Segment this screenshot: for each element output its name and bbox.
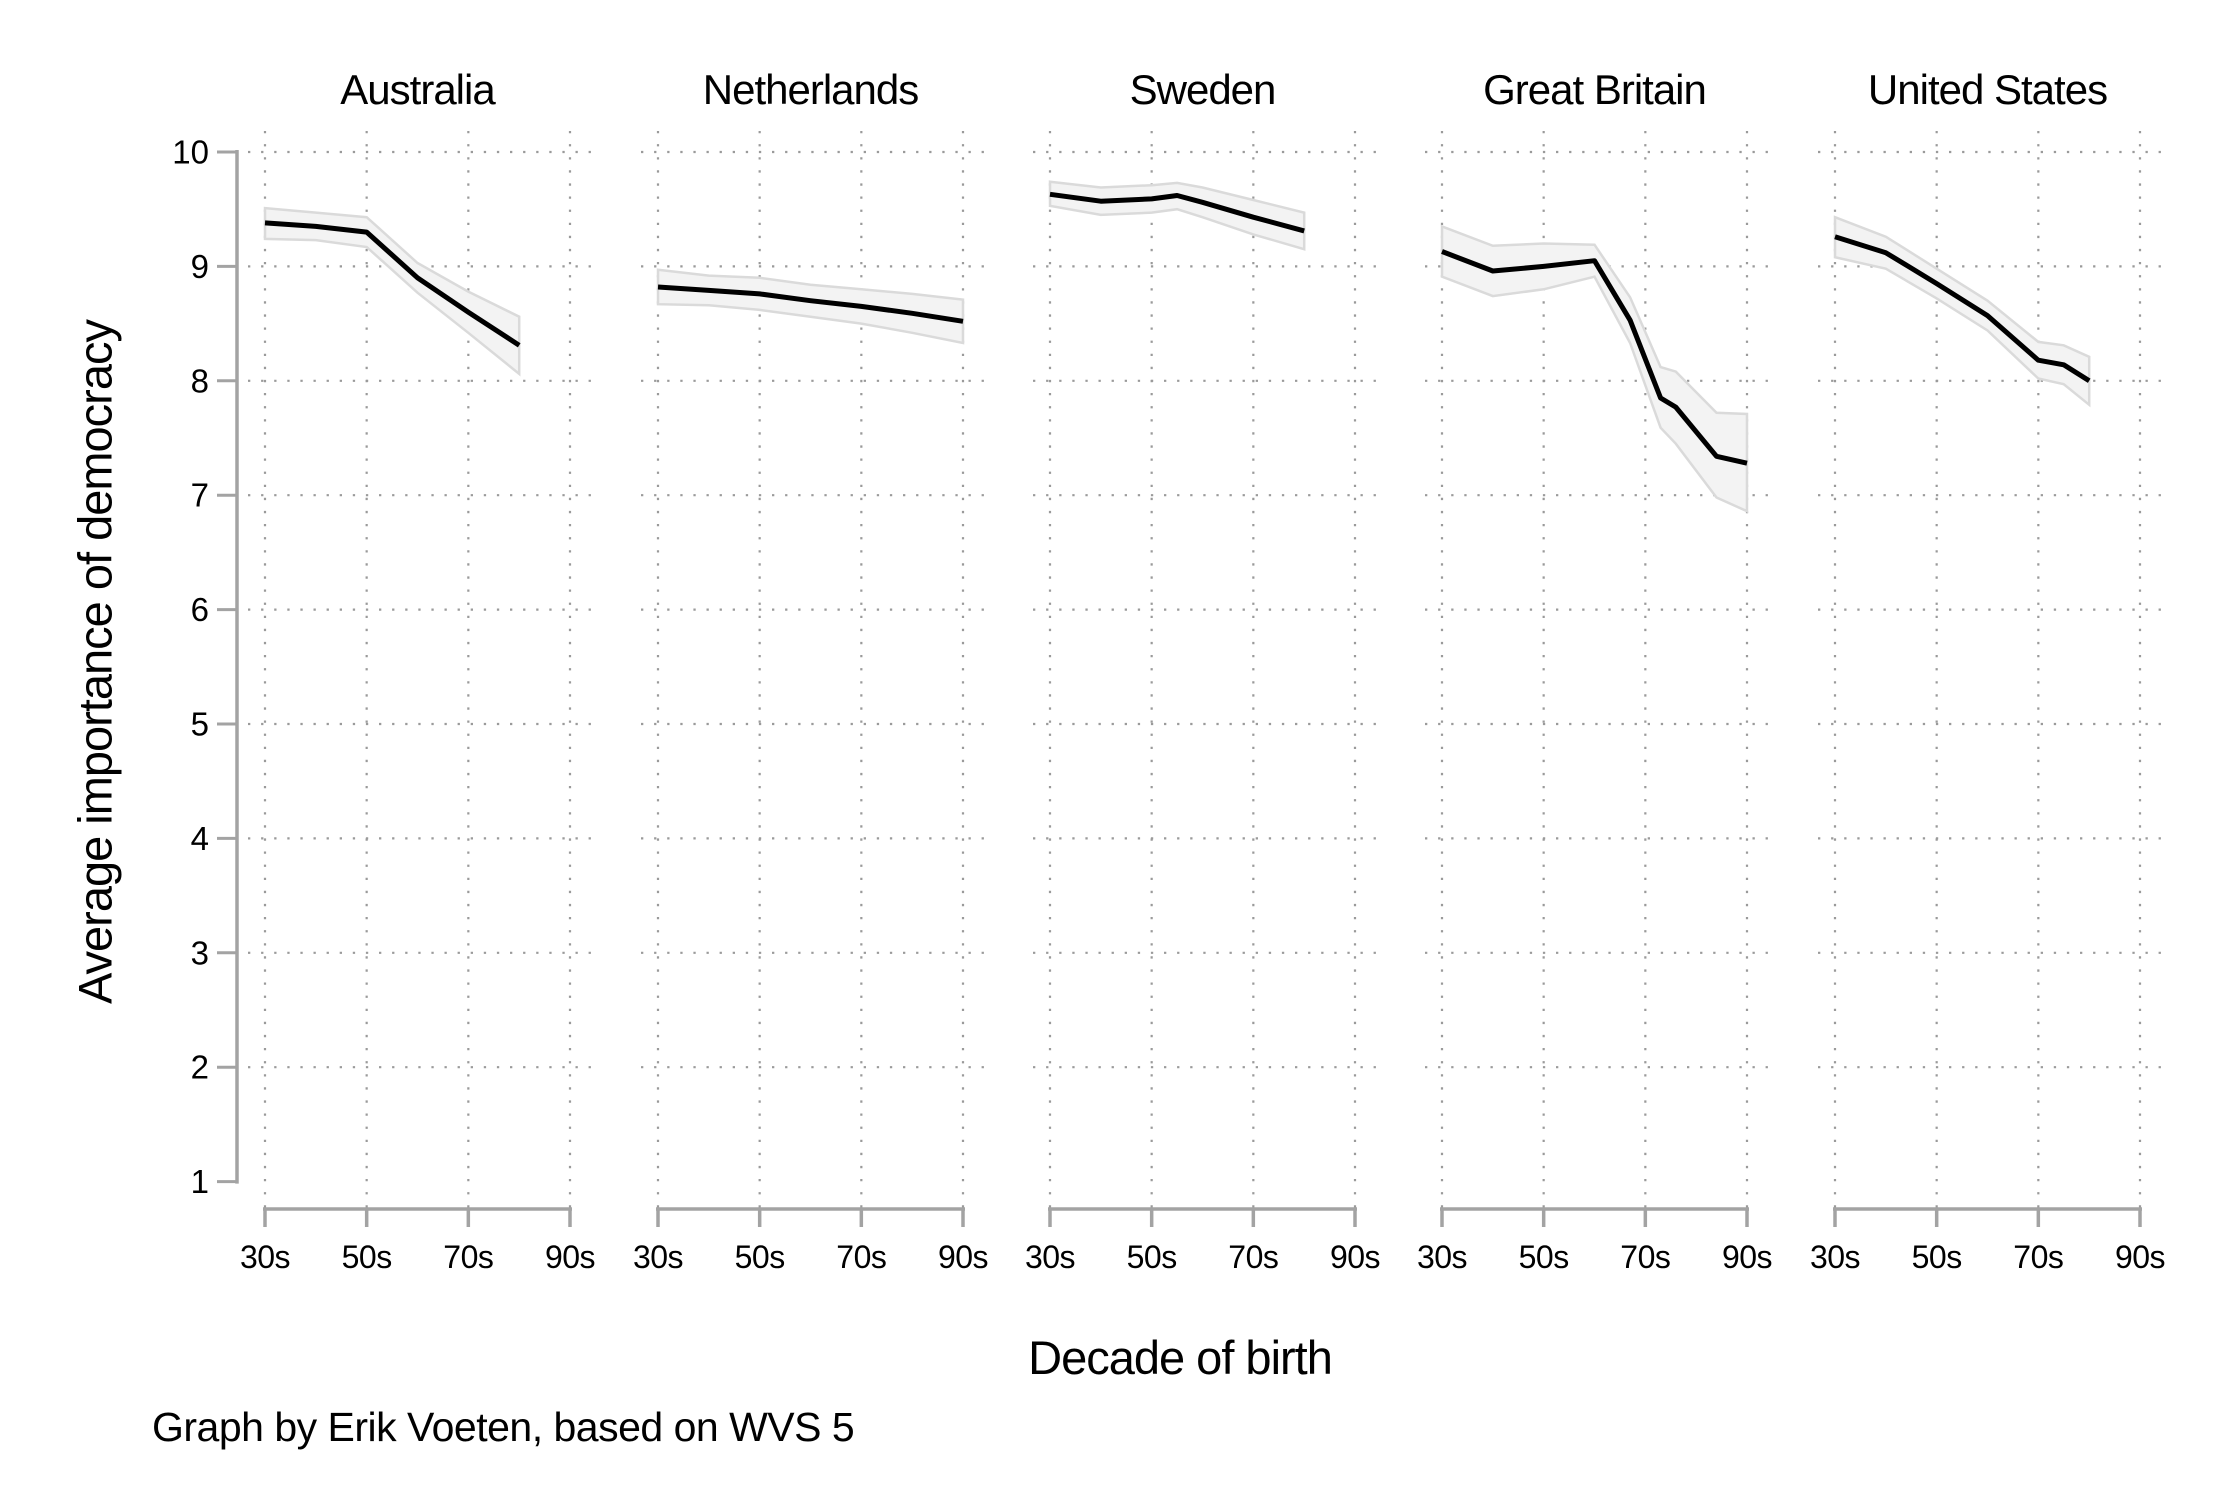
x-tick-label: 90s — [2115, 1239, 2165, 1275]
x-tick-label: 50s — [1519, 1239, 1569, 1275]
y-axis: 10 9 8 7 6 5 4 3 2 1 — [172, 134, 239, 1200]
facet-panel-australia: 30s 50s 70s 90s Australia — [240, 66, 601, 1275]
facet-title: Netherlands — [703, 66, 918, 113]
trend-line — [1049, 191, 1305, 234]
trend-line — [264, 220, 521, 348]
y-tick-label: 3 — [191, 934, 209, 971]
facet-title: United States — [1868, 66, 2107, 113]
facet-panel-sweden: 30s 50s 70s 90s Sweden — [1025, 66, 1386, 1275]
confidence-band — [1440, 224, 1749, 514]
facet-title: Great Britain — [1483, 66, 1706, 113]
source-caption: Graph by Erik Voeten, based on WVS 5 — [152, 1404, 855, 1450]
confidence-band — [656, 268, 965, 345]
x-tick-label: 70s — [1228, 1239, 1278, 1275]
facet-panel-united-states: 30s 50s 70s 90s United States — [1810, 66, 2171, 1275]
trend-line — [1441, 249, 1748, 466]
x-tick-label: 30s — [240, 1239, 290, 1275]
x-tick-label: 50s — [342, 1239, 392, 1275]
x-tick-label: 70s — [443, 1239, 493, 1275]
facet-panel-netherlands: 30s 50s 70s 90s Netherlands — [633, 66, 994, 1275]
y-tick-label: 7 — [191, 477, 209, 514]
y-tick-label: 6 — [191, 591, 209, 628]
x-tick-label: 30s — [1810, 1239, 1860, 1275]
y-tick-label: 1 — [191, 1163, 209, 1200]
confidence-band — [263, 206, 521, 377]
x-tick-label: 30s — [633, 1239, 683, 1275]
trend-line — [657, 284, 964, 324]
confidence-band — [1833, 215, 2091, 408]
y-tick-label: 5 — [191, 706, 209, 743]
x-tick-label: 70s — [1620, 1239, 1670, 1275]
x-tick-label: 50s — [1912, 1239, 1962, 1275]
trend-line — [1834, 234, 2091, 383]
y-tick-label: 8 — [191, 362, 209, 399]
x-tick-label: 30s — [1417, 1239, 1467, 1275]
x-tick-label: 50s — [1127, 1239, 1177, 1275]
facet-panel-great-britain: 30s 50s 70s 90s Great Britain — [1417, 66, 1778, 1275]
y-tick-label: 2 — [191, 1049, 209, 1086]
facet-title: Australia — [340, 66, 496, 113]
y-tick-label: 4 — [191, 820, 209, 857]
y-tick-label: 10 — [172, 134, 209, 171]
x-tick-label: 50s — [735, 1239, 785, 1275]
x-tick-label: 90s — [938, 1239, 988, 1275]
y-tick-label: 9 — [191, 248, 209, 285]
x-axis-label: Decade of birth — [1028, 1331, 1333, 1384]
x-tick-label: 70s — [2013, 1239, 2063, 1275]
x-tick-label: 90s — [1330, 1239, 1380, 1275]
x-tick-label: 90s — [1722, 1239, 1772, 1275]
x-tick-label: 70s — [836, 1239, 886, 1275]
x-tick-label: 30s — [1025, 1239, 1075, 1275]
confidence-band — [1048, 180, 1306, 251]
y-axis-label: Average importance of democracy — [68, 320, 122, 1004]
facet-title: Sweden — [1130, 66, 1276, 113]
x-tick-label: 90s — [545, 1239, 595, 1275]
